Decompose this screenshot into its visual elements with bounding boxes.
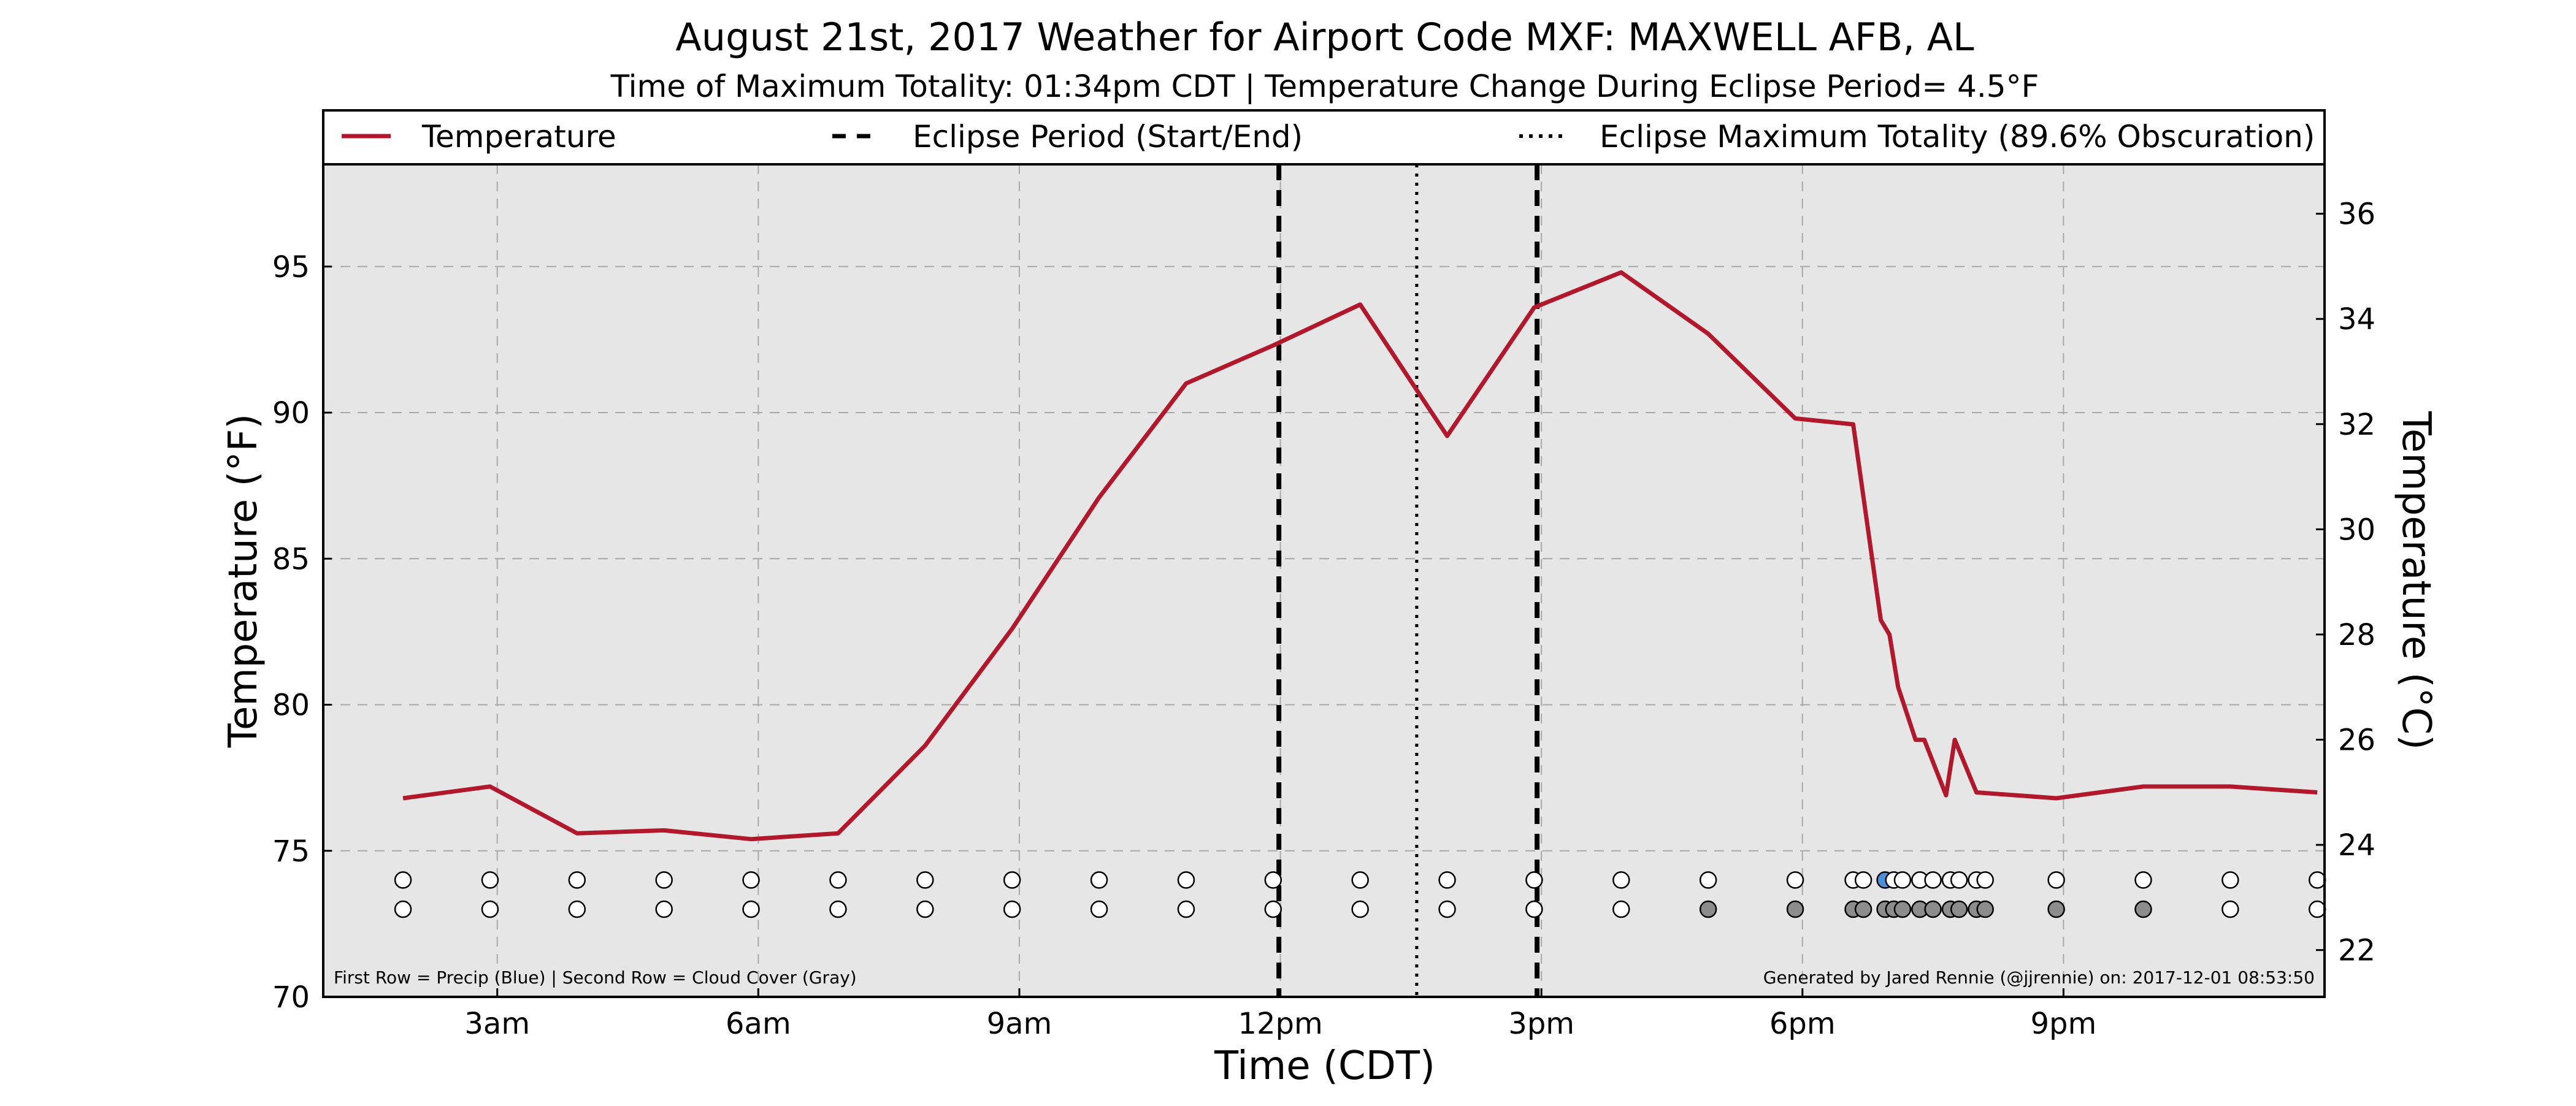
precip-marker [1950, 871, 1968, 889]
x-tick-label: 3am [464, 1007, 530, 1041]
y2-tick-label: 24 [2338, 828, 2375, 863]
cloud-marker [829, 900, 847, 918]
cloud-marker [1612, 900, 1630, 918]
cloud-marker [1003, 900, 1021, 918]
plot-area [323, 164, 2325, 997]
footnote-left: First Row = Precip (Blue) | Second Row =… [334, 967, 857, 988]
precip-marker [1525, 871, 1543, 889]
y-tick-label: 80 [272, 688, 310, 723]
x-tick-label: 3pm [1508, 1007, 1574, 1041]
precip-marker [2221, 871, 2239, 889]
precip-marker [394, 871, 412, 889]
precip-marker [2134, 871, 2152, 889]
precip-marker [916, 871, 934, 889]
temperature-line [402, 270, 2318, 842]
y2-tick-label: 36 [2338, 197, 2375, 232]
precip-marker [829, 871, 847, 889]
cloud-marker [2047, 900, 2065, 918]
x-axis-label: Time (CDT) [1214, 1043, 1435, 1089]
cloud-marker [1699, 900, 1717, 918]
precip-marker [1090, 871, 1108, 889]
precip-marker [1976, 871, 1994, 889]
x-tick-label: 12pm [1238, 1007, 1322, 1041]
x-tick-label: 6am [726, 1007, 791, 1041]
cloud-marker [1090, 900, 1108, 918]
eclipse-lines [1276, 164, 1540, 997]
precip-marker [742, 871, 760, 889]
chart-subtitle: Time of Maximum Totality: 01:34pm CDT | … [610, 69, 2039, 104]
cloud-marker [1525, 900, 1543, 918]
precip-marker [481, 871, 499, 889]
y2-tick-label: 28 [2338, 618, 2375, 652]
legend-eclipse-period-label: Eclipse Period (Start/End) [913, 119, 1303, 154]
y2-axis-label: Temperature (°C) [2393, 411, 2439, 750]
cloud-marker [481, 900, 499, 918]
grid-lines [323, 164, 2325, 997]
cloud-marker [2221, 900, 2239, 918]
y2-tick-label: 32 [2338, 408, 2375, 442]
y-tick-label: 75 [272, 834, 310, 869]
cloud-marker [1438, 900, 1456, 918]
x-tick-label: 9pm [2031, 1007, 2097, 1041]
cloud-marker [1924, 900, 1942, 918]
precip-marker [1786, 871, 1804, 889]
cloud-marker [1351, 900, 1369, 918]
y-tick-label: 90 [272, 396, 310, 430]
y-tick-label: 85 [272, 542, 310, 576]
cloud-marker [916, 900, 934, 918]
precip-marker [655, 871, 673, 889]
cloud-marker [742, 900, 760, 918]
y2-tick-label: 34 [2338, 302, 2375, 337]
precip-marker [2308, 871, 2326, 889]
cloud-marker [1854, 900, 1873, 918]
precip-marker [1438, 871, 1456, 889]
legend-frame [322, 109, 2326, 166]
precip-marker [1854, 871, 1873, 889]
x-tick-label: 9am [987, 1007, 1052, 1041]
cloud-marker [2308, 900, 2326, 918]
y2-tick-label: 30 [2338, 513, 2375, 547]
x-tick-label: 6pm [1769, 1007, 1836, 1041]
precip-marker [1177, 871, 1195, 889]
cloud-marker [394, 900, 412, 918]
y-tick-label: 70 [272, 980, 310, 1015]
cloud-marker [568, 900, 586, 918]
chart-title: August 21st, 2017 Weather for Airport Co… [675, 15, 1974, 59]
cloud-marker [1950, 900, 1968, 918]
series-layer [402, 270, 2318, 842]
y-tick-label: 95 [272, 250, 310, 284]
cloud-marker [2134, 900, 2152, 918]
precip-marker [1699, 871, 1717, 889]
marker-rows [394, 871, 2326, 918]
legend-temperature-label: Temperature [421, 119, 616, 154]
precip-marker [1924, 871, 1942, 889]
cloud-marker [1264, 900, 1282, 918]
precip-marker [1612, 871, 1630, 889]
legend: Temperature Eclipse Period (Start/End) E… [322, 109, 2326, 166]
cloud-marker [655, 900, 673, 918]
precip-marker [1264, 871, 1282, 889]
y-axis-label: Temperature (°F) [221, 414, 266, 749]
y2-tick-label: 26 [2338, 723, 2375, 758]
precip-marker [2047, 871, 2065, 889]
precip-marker [1351, 871, 1369, 889]
precip-marker [1893, 871, 1912, 889]
axis-ticks: 3am 6am 9am 12pm 3pm 6pm 9pm 70 75 80 85 90 95 22 24 26… [272, 197, 2375, 1041]
cloud-marker [1177, 900, 1195, 918]
cloud-marker [1893, 900, 1912, 918]
legend-max-totality-label: Eclipse Maximum Totality (89.6% Obscurat… [1600, 119, 2315, 154]
y2-tick-label: 22 [2338, 934, 2375, 968]
footnote-right: Generated by Jared Rennie (@jjrennie) on… [1763, 967, 2315, 988]
cloud-marker [1976, 900, 1994, 918]
precip-marker [568, 871, 586, 889]
precip-marker [1003, 871, 1021, 889]
cloud-marker [1786, 900, 1804, 918]
